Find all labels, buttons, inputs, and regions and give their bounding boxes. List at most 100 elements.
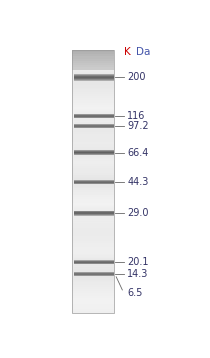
Bar: [72, 201, 114, 203]
Bar: [72, 278, 114, 280]
Bar: [72, 252, 114, 254]
Bar: [72, 105, 114, 107]
Bar: [72, 160, 114, 162]
Bar: [72, 285, 114, 287]
Bar: [74, 157, 114, 158]
Bar: [72, 149, 114, 151]
Bar: [72, 109, 114, 111]
Bar: [74, 205, 114, 206]
Bar: [72, 144, 114, 146]
Text: 44.3: 44.3: [127, 177, 148, 187]
Bar: [72, 188, 114, 190]
Bar: [72, 81, 114, 83]
Bar: [72, 57, 114, 59]
Bar: [74, 81, 114, 82]
Bar: [74, 70, 114, 71]
Bar: [72, 230, 114, 232]
Bar: [72, 214, 114, 217]
Bar: [72, 122, 114, 125]
Bar: [74, 208, 114, 209]
Bar: [72, 291, 114, 293]
Bar: [72, 311, 114, 313]
Bar: [72, 267, 114, 269]
Bar: [72, 243, 114, 245]
Bar: [72, 300, 114, 302]
Bar: [72, 50, 114, 313]
Bar: [72, 199, 114, 201]
Bar: [72, 173, 114, 175]
Bar: [72, 76, 114, 78]
Bar: [74, 146, 114, 147]
Bar: [72, 265, 114, 267]
Bar: [72, 197, 114, 199]
Text: 14.3: 14.3: [127, 269, 148, 279]
Bar: [72, 289, 114, 291]
Bar: [72, 63, 114, 65]
Bar: [74, 221, 114, 222]
Text: 200: 200: [127, 72, 146, 82]
Bar: [74, 82, 114, 83]
Bar: [74, 219, 114, 220]
Bar: [72, 102, 114, 105]
Bar: [72, 210, 114, 212]
Bar: [72, 245, 114, 247]
Bar: [72, 52, 114, 54]
Bar: [72, 90, 114, 92]
Bar: [72, 158, 114, 160]
Bar: [72, 271, 114, 274]
Bar: [74, 68, 114, 69]
Text: K: K: [124, 47, 131, 57]
Bar: [72, 232, 114, 234]
Bar: [74, 217, 114, 218]
Bar: [72, 111, 114, 113]
Bar: [72, 276, 114, 278]
Bar: [72, 250, 114, 252]
Bar: [74, 72, 114, 73]
Bar: [74, 71, 114, 72]
Bar: [72, 146, 114, 149]
Bar: [72, 170, 114, 173]
Bar: [72, 129, 114, 131]
Bar: [74, 85, 114, 86]
Bar: [72, 287, 114, 289]
Text: Da: Da: [136, 47, 151, 57]
Bar: [72, 92, 114, 94]
Bar: [72, 263, 114, 265]
Bar: [72, 304, 114, 306]
Bar: [72, 190, 114, 193]
Bar: [72, 83, 114, 85]
Bar: [72, 228, 114, 230]
Bar: [72, 219, 114, 221]
Bar: [72, 175, 114, 177]
Bar: [72, 50, 114, 52]
Bar: [74, 156, 114, 157]
Bar: [72, 94, 114, 96]
Bar: [72, 179, 114, 182]
Bar: [72, 280, 114, 282]
Bar: [72, 67, 114, 69]
Bar: [72, 306, 114, 309]
Bar: [72, 113, 114, 116]
Bar: [72, 186, 114, 188]
Text: 29.0: 29.0: [127, 208, 149, 218]
Bar: [72, 247, 114, 250]
Bar: [72, 100, 114, 102]
Bar: [74, 145, 114, 146]
Bar: [74, 67, 114, 68]
Bar: [72, 162, 114, 164]
Bar: [72, 258, 114, 261]
Bar: [72, 116, 114, 118]
Bar: [72, 293, 114, 296]
Bar: [72, 131, 114, 133]
Text: 20.1: 20.1: [127, 257, 149, 267]
Bar: [72, 54, 114, 57]
Bar: [72, 309, 114, 311]
Bar: [72, 182, 114, 184]
Bar: [72, 282, 114, 285]
Bar: [72, 208, 114, 210]
Bar: [74, 218, 114, 219]
Bar: [74, 73, 114, 74]
Bar: [72, 85, 114, 87]
Bar: [72, 302, 114, 304]
Bar: [72, 184, 114, 186]
